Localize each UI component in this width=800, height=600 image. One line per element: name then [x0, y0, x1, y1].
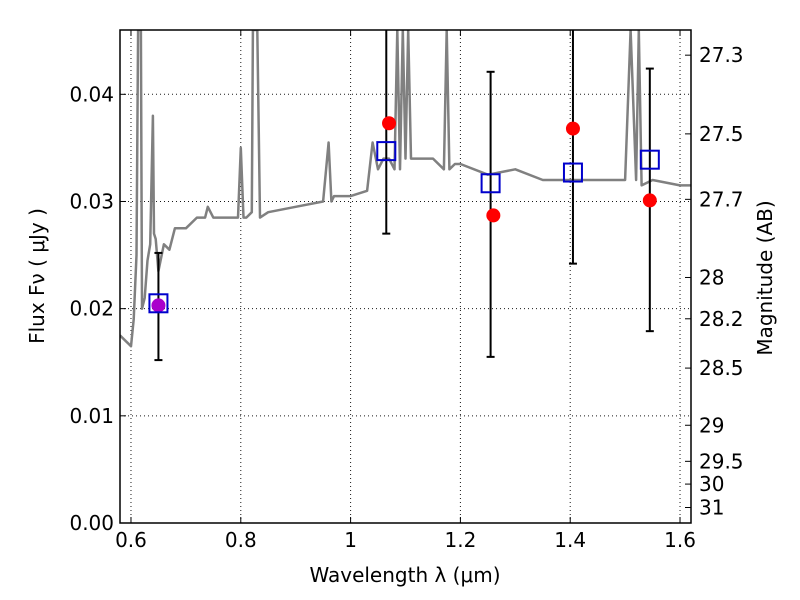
x-tick-label: 1.4: [554, 528, 586, 552]
x-axis-label: Wavelength λ (μm): [309, 563, 500, 587]
mag-tick-label: 27.3: [699, 43, 744, 67]
y-axis-right-label: Magnitude (AB): [753, 200, 777, 355]
mag-tick-label: 27.5: [699, 122, 744, 146]
observed-point: [382, 116, 397, 131]
observed-point: [486, 208, 501, 223]
x-tick-label: 0.6: [115, 528, 147, 552]
observed-point: [151, 298, 166, 313]
plot-frame: [119, 29, 692, 524]
x-tick-label: 1.2: [444, 528, 476, 552]
mag-tick-label: 28.5: [699, 356, 744, 380]
y-tick-label: 0.04: [69, 82, 114, 106]
model-point: [480, 173, 501, 194]
x-tick-label: 1: [344, 528, 357, 552]
y-tick-label: 0.03: [69, 189, 114, 213]
mag-tick-label: 27.7: [699, 187, 744, 211]
model-point: [376, 141, 397, 162]
mag-tick-label: 31: [699, 496, 724, 520]
mag-tick-label: 30: [699, 472, 724, 496]
model-point: [639, 149, 660, 170]
observed-point: [642, 193, 657, 208]
y-tick-label: 0.01: [69, 404, 114, 428]
model-point: [148, 293, 169, 314]
mag-tick-label: 28: [699, 265, 724, 289]
y-tick-label: 0.02: [69, 297, 114, 321]
mag-tick-label: 29.5: [699, 449, 744, 473]
spectrum-line: [120, 30, 691, 348]
mag-tick-label: 28.2: [699, 307, 744, 331]
mag-tick-label: 29: [699, 413, 724, 437]
observed-point: [565, 121, 580, 136]
ticks: 0.6 0.8 1 1.2 1.4 1.6 0.00 0.01 0.02 0.03 0.04 27.3…: [69, 30, 744, 552]
y-axis-label: Flux Fν ( μJy ): [25, 208, 49, 344]
x-tick-label: 1.6: [664, 528, 696, 552]
model-point: [562, 162, 583, 183]
y-tick-label: 0.00: [69, 511, 114, 535]
plot-area: [120, 30, 691, 362]
x-tick-label: 0.8: [225, 528, 257, 552]
